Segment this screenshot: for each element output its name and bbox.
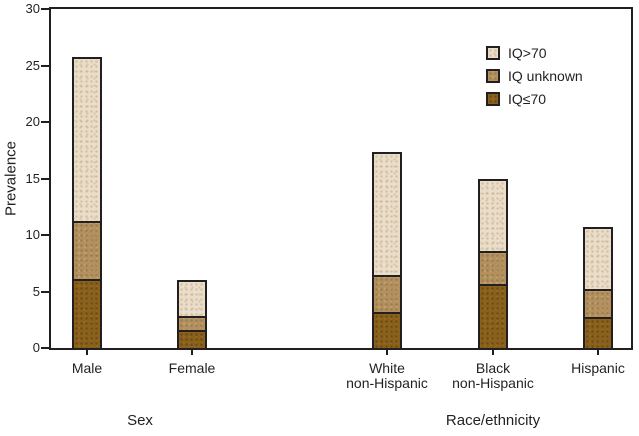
y-tick-15 — [41, 177, 49, 180]
x-tick-hispanic — [597, 348, 599, 355]
legend-item-iq-70: IQ≤70 — [486, 92, 583, 106]
legend: IQ>70 IQ unknown IQ≤70 — [486, 46, 583, 106]
y-tick-label-10: 10 — [25, 227, 40, 242]
bar-female-segment-iq-70 — [179, 282, 205, 316]
legend-label-iq-70: IQ>70 — [508, 45, 547, 61]
category-label-line: White — [369, 360, 405, 376]
category-label-white-non-hispanic: White non-Hispanic — [322, 361, 452, 391]
group-label-race-ethnicity: Race/ethnicity — [445, 412, 541, 429]
bar-white-non-hispanic — [372, 152, 402, 348]
bar-white-non-hispanic-segment-iq-unknown — [374, 275, 400, 312]
legend-item-iq-unknown: IQ unknown — [486, 69, 583, 83]
bar-black-non-hispanic-segment-iq-unknown — [480, 251, 506, 284]
bar-female-segment-iq-unknown — [179, 316, 205, 330]
legend-swatch-iq-70 — [486, 92, 500, 106]
legend-swatch-iq-unknown — [486, 69, 500, 83]
bar-female-segment-iq-70 — [179, 330, 205, 348]
bar-male-segment-iq-70 — [74, 59, 100, 221]
category-label-line: non-Hispanic — [346, 375, 428, 391]
bar-white-non-hispanic-segment-iq-70 — [374, 154, 400, 275]
y-tick-label-5: 5 — [32, 283, 40, 299]
bar-hispanic-segment-iq-70 — [585, 229, 611, 289]
y-tick-label-25: 25 — [25, 57, 40, 73]
category-label-line: Hispanic — [571, 360, 625, 376]
bar-black-non-hispanic — [478, 179, 508, 348]
category-label-line: Male — [71, 360, 103, 376]
bar-black-non-hispanic-segment-iq-70 — [480, 181, 506, 251]
bar-white-non-hispanic-segment-iq-70 — [374, 312, 400, 348]
y-tick-label-15: 15 — [25, 170, 40, 186]
y-tick-label-30: 30 — [25, 1, 40, 16]
plot-area — [49, 7, 633, 350]
bar-hispanic — [583, 227, 613, 348]
legend-item-iq-70: IQ>70 — [486, 46, 583, 60]
bar-male-segment-iq-70 — [74, 279, 100, 348]
bar-black-non-hispanic-segment-iq-70 — [480, 284, 506, 348]
category-label-male: Male — [22, 361, 152, 376]
y-tick-5 — [41, 290, 49, 293]
bar-male — [72, 57, 102, 348]
bar-hispanic-segment-iq-unknown — [585, 289, 611, 317]
y-tick-label-20: 20 — [25, 114, 40, 129]
y-tick-10 — [41, 234, 49, 236]
y-tick-30 — [41, 8, 49, 10]
x-tick-white-non-hispanic — [386, 348, 388, 355]
category-label-black-non-hispanic: Black non-Hispanic — [428, 361, 558, 391]
x-tick-male — [86, 348, 88, 355]
legend-swatch-iq-70 — [486, 46, 500, 60]
bar-female — [177, 280, 207, 348]
y-tick-20 — [41, 121, 49, 123]
category-label-female: Female — [127, 361, 257, 376]
x-tick-female — [191, 348, 193, 355]
legend-label-iq-unknown: IQ unknown — [508, 68, 583, 84]
bar-male-segment-iq-unknown — [74, 221, 100, 279]
category-label-line: Female — [168, 360, 216, 376]
y-tick-25 — [41, 64, 49, 67]
legend-label-iq-70: IQ≤70 — [508, 91, 547, 107]
y-tick-0 — [41, 347, 49, 349]
group-label-sex: Sex — [127, 412, 153, 429]
bar-hispanic-segment-iq-70 — [585, 317, 611, 348]
category-label-line: non-Hispanic — [452, 375, 534, 391]
y-tick-label-0: 0 — [32, 340, 40, 355]
x-tick-black-non-hispanic — [492, 348, 494, 355]
category-label-hispanic: Hispanic — [533, 361, 639, 376]
category-label-line: Black — [475, 360, 511, 376]
